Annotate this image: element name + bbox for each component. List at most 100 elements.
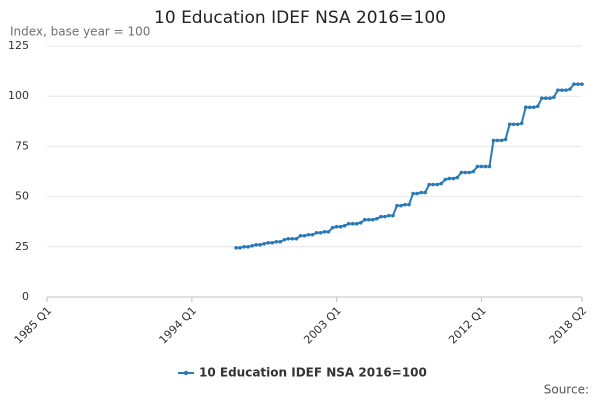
- point: [491, 138, 496, 143]
- point: [475, 164, 480, 169]
- point: [556, 88, 560, 92]
- point: [250, 243, 254, 248]
- x-tick-label: 1994 Q1: [157, 304, 200, 347]
- point: [242, 245, 246, 249]
- point: [298, 233, 303, 238]
- x-tick-label: 2018 Q2: [547, 304, 590, 347]
- point: [411, 191, 415, 196]
- point: [552, 95, 556, 100]
- point: [246, 245, 250, 249]
- point: [262, 241, 267, 246]
- point: [330, 225, 335, 230]
- point: [451, 176, 456, 181]
- legend-label: 10 Education IDEF NSA 2016=100: [199, 366, 427, 380]
- point: [395, 203, 399, 208]
- point: [258, 242, 262, 247]
- point: [403, 202, 407, 207]
- point: [238, 246, 242, 250]
- point: [270, 240, 275, 245]
- point: [463, 170, 468, 175]
- y-tick-label: 50: [15, 190, 29, 203]
- y-tick-label: 100: [8, 89, 29, 102]
- point: [576, 82, 580, 86]
- point: [523, 105, 528, 110]
- point: [499, 138, 504, 143]
- x-tick-label: 2012 Q1: [446, 304, 489, 347]
- point: [282, 237, 287, 242]
- point: [314, 230, 319, 235]
- point: [535, 104, 540, 109]
- point: [527, 105, 532, 110]
- point: [383, 214, 387, 219]
- point: [294, 236, 299, 241]
- point: [254, 242, 258, 247]
- point: [471, 169, 476, 174]
- point: [423, 190, 427, 195]
- source: Source:: [544, 383, 589, 397]
- point: [306, 232, 311, 237]
- x-tick-label: 1985 Q1: [12, 304, 55, 347]
- point: [346, 221, 351, 226]
- point: [443, 177, 448, 182]
- point: [455, 175, 460, 180]
- point: [286, 236, 291, 241]
- point: [387, 213, 391, 218]
- point: [495, 138, 500, 143]
- point: [419, 190, 423, 195]
- point: [407, 202, 411, 207]
- y-tick-label: 75: [15, 139, 29, 152]
- point: [548, 96, 552, 101]
- point: [362, 217, 367, 222]
- point: [483, 164, 488, 169]
- x-tick-label: 2003 Q1: [301, 304, 344, 347]
- point: [479, 164, 484, 169]
- point: [503, 137, 508, 142]
- point: [459, 170, 464, 175]
- point: [274, 239, 279, 244]
- y-tick-label: 25: [15, 240, 29, 253]
- chart-subtitle: Index, base year = 100: [10, 25, 150, 39]
- point: [543, 96, 548, 101]
- y-tick-label: 0: [22, 290, 29, 303]
- point: [427, 182, 431, 187]
- point: [322, 229, 327, 234]
- point: [391, 213, 395, 218]
- point: [290, 236, 295, 241]
- point: [338, 224, 343, 229]
- point: [431, 182, 435, 187]
- point: [234, 246, 238, 250]
- point: [367, 217, 371, 222]
- point: [439, 181, 444, 186]
- point: [310, 232, 315, 237]
- point: [334, 224, 339, 229]
- point: [399, 203, 403, 208]
- point: [531, 105, 536, 110]
- point: [507, 122, 512, 127]
- point: [358, 220, 363, 225]
- point: [560, 88, 564, 92]
- point: [342, 223, 347, 228]
- point: [318, 230, 323, 235]
- point: [515, 122, 520, 127]
- point: [350, 221, 355, 226]
- point: [379, 214, 383, 219]
- point: [278, 239, 283, 244]
- point: [326, 229, 331, 234]
- point: [447, 176, 452, 181]
- point: [467, 170, 472, 175]
- point: [564, 88, 568, 92]
- y-tick-label: 125: [8, 39, 29, 52]
- legend-marker: [183, 370, 189, 376]
- point: [539, 96, 544, 101]
- point: [580, 82, 584, 86]
- point: [375, 216, 379, 221]
- point: [487, 164, 492, 169]
- point: [519, 121, 524, 126]
- chart-title: 10 Education IDEF NSA 2016=100: [154, 8, 446, 28]
- point: [302, 233, 307, 238]
- point: [266, 240, 271, 245]
- point: [435, 182, 439, 187]
- point: [572, 82, 576, 86]
- point: [371, 217, 375, 222]
